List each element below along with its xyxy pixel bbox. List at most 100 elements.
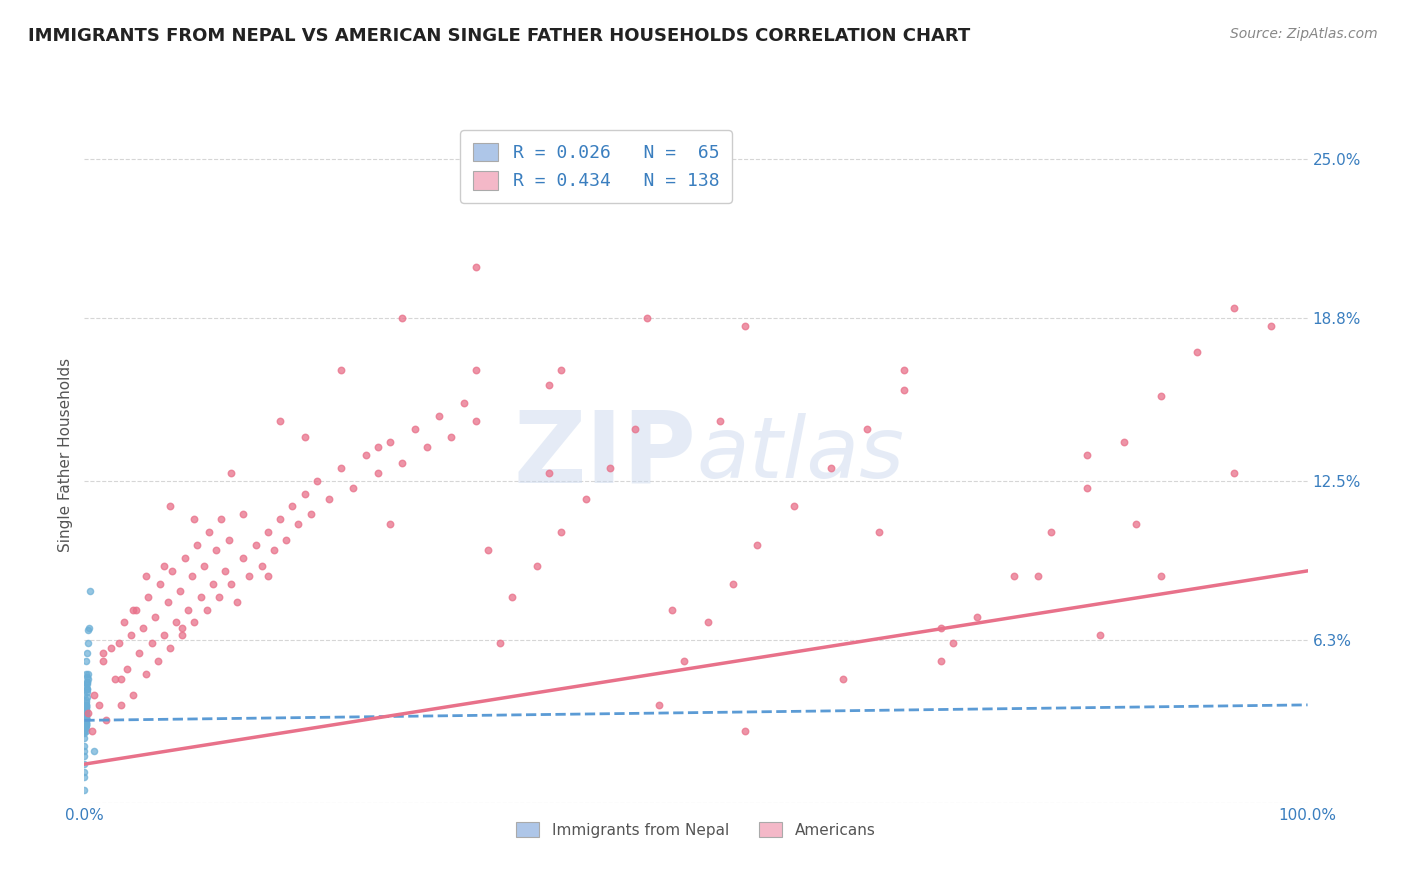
Point — [76, 677, 98, 691]
Point — [709, 414, 731, 428]
Point — [115, 662, 138, 676]
Point — [149, 576, 172, 591]
Point — [186, 538, 208, 552]
Point — [73, 731, 96, 746]
Point — [75, 695, 97, 709]
Point — [91, 654, 114, 668]
Point — [893, 363, 915, 377]
Point — [75, 706, 97, 720]
Point — [1076, 448, 1098, 462]
Point — [783, 500, 806, 514]
Point — [226, 595, 249, 609]
Point — [75, 698, 97, 712]
Point — [1002, 569, 1025, 583]
Point — [183, 615, 205, 630]
Y-axis label: Single Father Households: Single Father Households — [58, 358, 73, 552]
Point — [80, 723, 103, 738]
Text: IMMIGRANTS FROM NEPAL VS AMERICAN SINGLE FATHER HOUSEHOLDS CORRELATION CHART: IMMIGRANTS FROM NEPAL VS AMERICAN SINGLE… — [28, 27, 970, 45]
Point — [73, 698, 96, 712]
Point — [75, 700, 97, 714]
Point — [96, 714, 118, 728]
Point — [218, 533, 240, 547]
Point — [538, 378, 561, 392]
Point — [1125, 517, 1147, 532]
Legend: Immigrants from Nepal, Americans: Immigrants from Nepal, Americans — [510, 815, 882, 844]
Point — [173, 551, 195, 566]
Point — [269, 512, 291, 526]
Point — [73, 726, 96, 740]
Point — [75, 706, 97, 720]
Point — [697, 615, 720, 630]
Point — [169, 584, 191, 599]
Point — [172, 628, 194, 642]
Point — [391, 456, 413, 470]
Point — [893, 384, 915, 398]
Point — [299, 507, 322, 521]
Point — [77, 623, 100, 637]
Point — [538, 466, 561, 480]
Point — [245, 538, 267, 552]
Point — [966, 610, 988, 624]
Point — [75, 692, 97, 706]
Point — [75, 708, 97, 723]
Point — [110, 672, 132, 686]
Point — [77, 636, 100, 650]
Point — [929, 621, 952, 635]
Point — [75, 680, 97, 694]
Point — [75, 654, 97, 668]
Point — [76, 674, 98, 689]
Point — [1223, 466, 1246, 480]
Point — [135, 569, 157, 583]
Point — [183, 512, 205, 526]
Point — [1223, 301, 1246, 315]
Point — [205, 543, 228, 558]
Point — [305, 474, 328, 488]
Point — [464, 363, 486, 377]
Point — [330, 363, 353, 377]
Point — [526, 558, 548, 573]
Text: atlas: atlas — [696, 413, 904, 497]
Point — [238, 569, 260, 583]
Point — [73, 757, 96, 772]
Point — [172, 621, 194, 635]
Point — [75, 703, 97, 717]
Point — [75, 718, 97, 732]
Text: ZIP: ZIP — [513, 407, 696, 503]
Point — [1088, 628, 1111, 642]
Point — [110, 698, 132, 712]
Point — [747, 538, 769, 552]
Point — [75, 723, 97, 738]
Point — [219, 466, 242, 480]
Point — [391, 311, 413, 326]
Point — [73, 770, 96, 784]
Point — [75, 703, 97, 717]
Point — [77, 667, 100, 681]
Point — [1039, 525, 1062, 540]
Point — [856, 422, 879, 436]
Point — [75, 711, 97, 725]
Point — [198, 525, 221, 540]
Point — [73, 783, 96, 797]
Point — [141, 636, 163, 650]
Point — [193, 558, 215, 573]
Point — [75, 708, 97, 723]
Point — [136, 590, 159, 604]
Point — [73, 749, 96, 764]
Point — [73, 714, 96, 728]
Point — [869, 525, 891, 540]
Point — [672, 654, 695, 668]
Point — [1076, 482, 1098, 496]
Point — [146, 654, 169, 668]
Point — [100, 641, 122, 656]
Point — [464, 260, 486, 274]
Point — [294, 486, 316, 500]
Point — [721, 576, 744, 591]
Point — [135, 667, 157, 681]
Point — [367, 466, 389, 480]
Point — [77, 706, 100, 720]
Point — [250, 558, 273, 573]
Point — [416, 440, 439, 454]
Point — [75, 715, 97, 730]
Point — [177, 602, 200, 616]
Point — [330, 460, 353, 475]
